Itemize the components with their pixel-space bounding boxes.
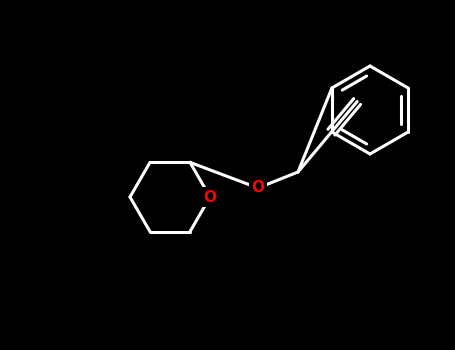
Text: O: O — [203, 189, 217, 204]
Text: O: O — [252, 181, 264, 196]
